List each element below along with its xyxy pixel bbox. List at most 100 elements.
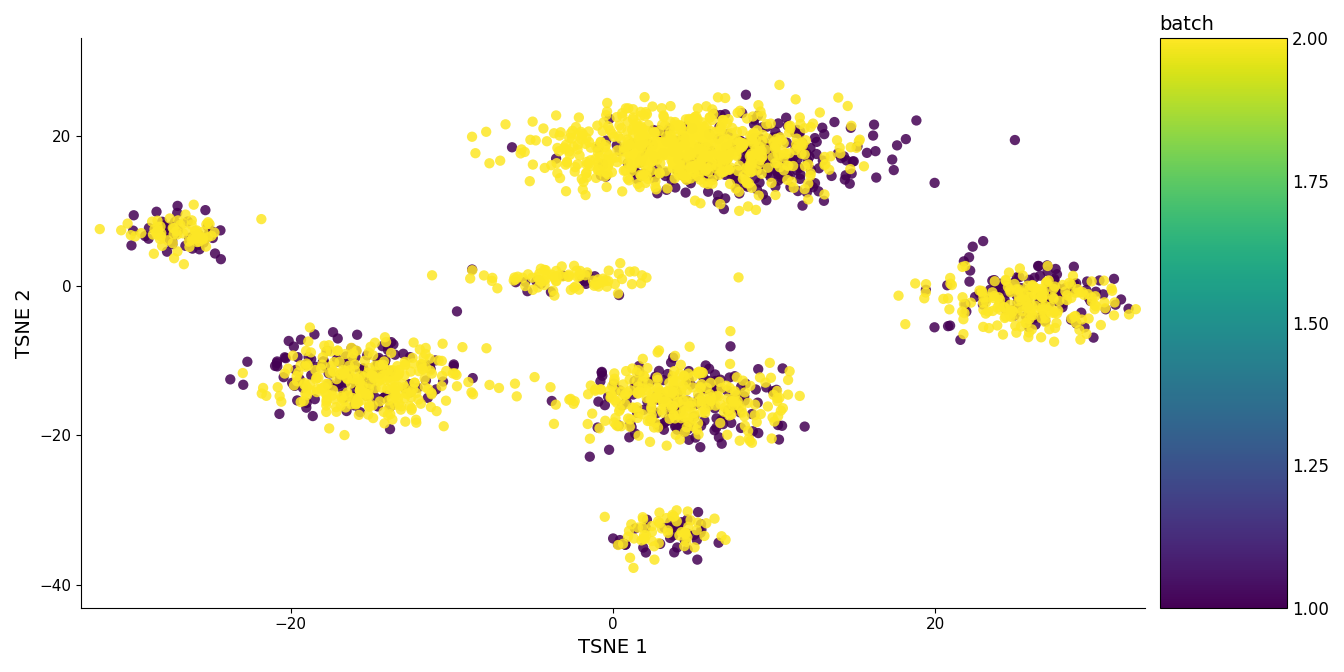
Point bbox=[676, 143, 698, 154]
Point bbox=[657, 369, 679, 380]
Point bbox=[680, 114, 702, 125]
Point bbox=[747, 427, 769, 438]
Point bbox=[692, 147, 714, 158]
Point bbox=[716, 134, 738, 145]
Point bbox=[1095, 304, 1117, 314]
Point bbox=[692, 383, 714, 394]
Point bbox=[952, 292, 973, 302]
Point bbox=[840, 164, 862, 175]
Point bbox=[632, 123, 653, 134]
Point bbox=[714, 157, 735, 167]
Point bbox=[646, 155, 668, 165]
Point bbox=[1025, 319, 1047, 330]
Point bbox=[297, 360, 319, 371]
Point bbox=[668, 159, 689, 170]
Point bbox=[320, 361, 341, 372]
Point bbox=[349, 385, 371, 396]
Point bbox=[711, 415, 732, 425]
Point bbox=[788, 185, 809, 196]
Point bbox=[546, 399, 567, 410]
Point bbox=[573, 128, 594, 139]
Point bbox=[620, 552, 641, 563]
Point bbox=[1063, 261, 1085, 272]
Point bbox=[587, 165, 609, 175]
Point bbox=[296, 345, 317, 356]
Point bbox=[1043, 306, 1064, 317]
Point bbox=[585, 384, 606, 394]
Point bbox=[177, 216, 199, 227]
Point bbox=[379, 384, 401, 395]
Point bbox=[720, 148, 742, 159]
Point bbox=[421, 270, 442, 281]
Point bbox=[696, 171, 718, 181]
Point bbox=[1032, 297, 1054, 308]
Point bbox=[707, 390, 728, 401]
Point bbox=[660, 130, 681, 141]
Point bbox=[675, 148, 696, 159]
Point bbox=[320, 368, 341, 379]
Point bbox=[595, 110, 617, 120]
Point bbox=[641, 536, 663, 546]
Point bbox=[684, 112, 706, 122]
Point bbox=[743, 129, 765, 140]
Point bbox=[629, 156, 650, 167]
Point bbox=[1044, 276, 1066, 286]
Point bbox=[163, 222, 184, 233]
Point bbox=[278, 335, 300, 346]
Point bbox=[771, 153, 793, 164]
Point bbox=[742, 409, 763, 419]
Point bbox=[1028, 261, 1050, 271]
Point bbox=[762, 138, 784, 149]
Point bbox=[653, 110, 675, 121]
Point bbox=[632, 131, 653, 142]
Point bbox=[895, 319, 917, 329]
Point bbox=[724, 386, 746, 396]
Point bbox=[675, 405, 696, 416]
Point bbox=[629, 136, 650, 147]
Point bbox=[664, 140, 685, 151]
Point bbox=[368, 374, 390, 384]
Point bbox=[745, 399, 766, 410]
Point bbox=[633, 370, 655, 381]
Point bbox=[724, 396, 746, 407]
Point bbox=[664, 401, 685, 412]
Point bbox=[726, 390, 747, 401]
Point bbox=[675, 528, 696, 538]
Point bbox=[673, 535, 695, 546]
Point bbox=[371, 371, 392, 382]
Point bbox=[624, 403, 645, 413]
Point bbox=[956, 306, 977, 317]
Point bbox=[710, 125, 731, 136]
Point bbox=[702, 104, 723, 115]
Point bbox=[282, 350, 304, 361]
Point bbox=[564, 162, 586, 173]
Point bbox=[710, 144, 731, 155]
Point bbox=[649, 144, 671, 155]
Point bbox=[691, 367, 712, 378]
Point bbox=[352, 363, 374, 374]
Point bbox=[620, 151, 641, 161]
Point bbox=[648, 388, 669, 398]
Point bbox=[626, 121, 648, 132]
Point bbox=[753, 189, 774, 200]
Point bbox=[679, 114, 700, 124]
Point bbox=[782, 157, 804, 168]
Point bbox=[336, 366, 358, 376]
Point bbox=[732, 138, 754, 149]
Point bbox=[410, 359, 431, 370]
Point bbox=[673, 140, 695, 151]
Point bbox=[738, 397, 759, 408]
Point bbox=[598, 276, 620, 286]
Point bbox=[298, 351, 320, 362]
Point bbox=[433, 376, 454, 387]
Point bbox=[546, 153, 567, 164]
Point bbox=[587, 278, 609, 289]
Point bbox=[646, 394, 668, 405]
Point bbox=[953, 256, 974, 267]
Point bbox=[401, 387, 422, 398]
Point bbox=[622, 114, 644, 124]
Point bbox=[313, 355, 335, 366]
Point bbox=[534, 280, 555, 290]
Point bbox=[732, 139, 754, 150]
Point bbox=[575, 167, 597, 178]
